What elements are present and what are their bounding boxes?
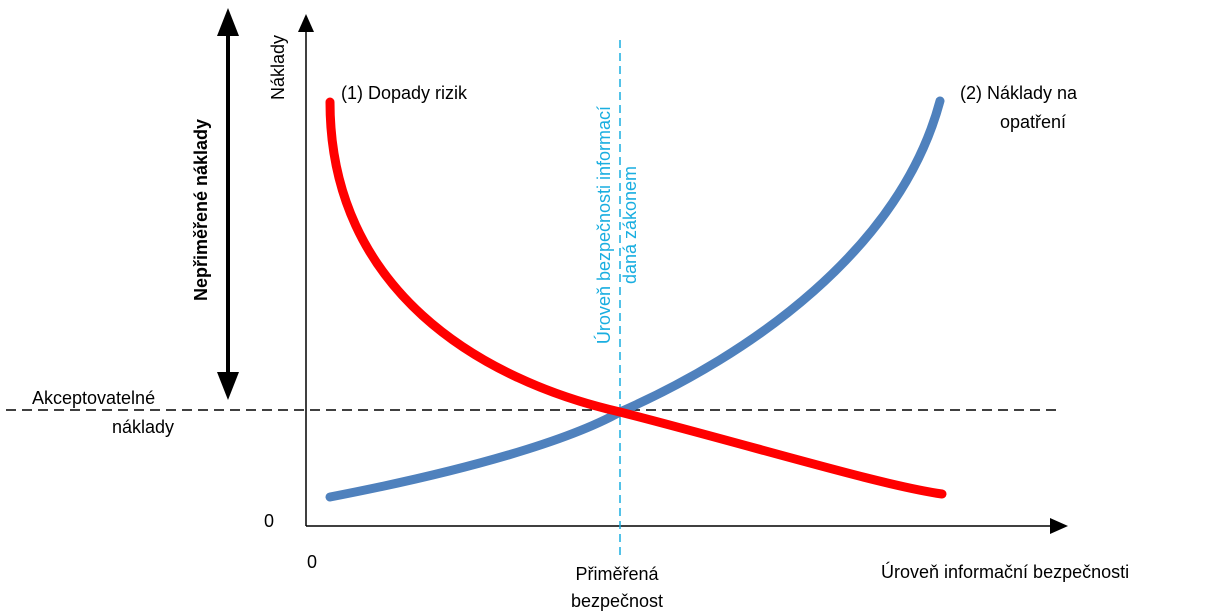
excessive-cost-arrow-up <box>217 8 239 36</box>
excessive-costs-label: Nepřiměřené náklady <box>191 119 211 301</box>
y-axis-arrow <box>298 14 314 32</box>
x-origin-label: 0 <box>307 552 317 572</box>
x-axis-arrow <box>1050 518 1068 534</box>
law-level-label-line1: Úroveň bezpečnosti informací <box>593 106 614 344</box>
optimal-security-label-line2: bezpečnost <box>571 591 663 611</box>
optimal-security-label-line1: Přiměřená <box>575 564 659 584</box>
excessive-cost-arrow-down <box>217 372 239 400</box>
law-level-label-line2: daná zákonem <box>620 166 640 284</box>
measures-curve-label-line2: opatření <box>1000 112 1066 132</box>
measures-cost-curve <box>325 96 945 502</box>
acceptable-costs-line1: Akceptovatelné <box>32 388 155 408</box>
y-axis-label: Náklady <box>268 35 288 100</box>
x-axis-label: Úroveň informační bezpečnosti <box>881 561 1129 582</box>
measures-curve-label-line1: (2) Náklady na <box>960 83 1078 103</box>
y-origin-label: 0 <box>264 511 274 531</box>
acceptable-costs-line2: náklady <box>112 417 174 437</box>
risk-impact-curve <box>325 97 947 499</box>
risk-curve-label: (1) Dopady rizik <box>341 83 468 103</box>
